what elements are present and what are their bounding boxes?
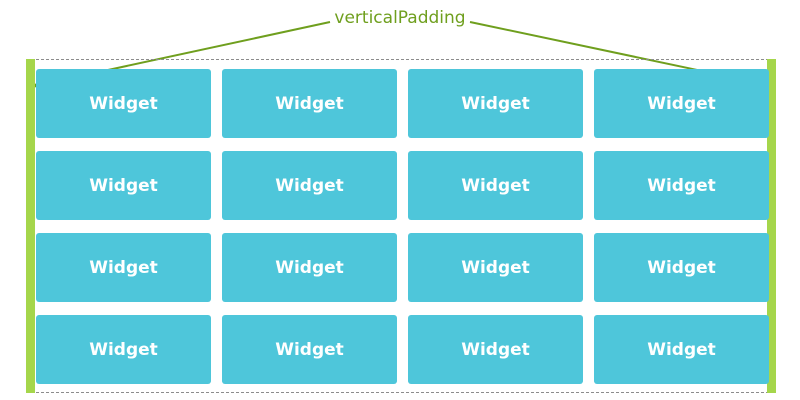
widget-r1-c3: Widget bbox=[408, 69, 583, 138]
vertical-padding-label: verticalPadding bbox=[334, 8, 466, 28]
widget-r3-c1: Widget bbox=[36, 233, 211, 302]
widget-r1-c2: Widget bbox=[222, 69, 397, 138]
widget-r1-c4: Widget bbox=[594, 69, 769, 138]
widget-r4-c2: Widget bbox=[222, 315, 397, 384]
widget-r1-c1: Widget bbox=[36, 69, 211, 138]
padding-bar-left bbox=[26, 59, 35, 393]
widget-r3-c3: Widget bbox=[408, 233, 583, 302]
widget-r4-c1: Widget bbox=[36, 315, 211, 384]
widget-r3-c4: Widget bbox=[594, 233, 769, 302]
widget-r2-c1: Widget bbox=[36, 151, 211, 220]
widget-r4-c3: Widget bbox=[408, 315, 583, 384]
widget-r2-c3: Widget bbox=[408, 151, 583, 220]
widget-r4-c4: Widget bbox=[594, 315, 769, 384]
widget-r2-c2: Widget bbox=[222, 151, 397, 220]
widget-r2-c4: Widget bbox=[594, 151, 769, 220]
padding-bar-right bbox=[767, 59, 776, 393]
widget-r3-c2: Widget bbox=[222, 233, 397, 302]
